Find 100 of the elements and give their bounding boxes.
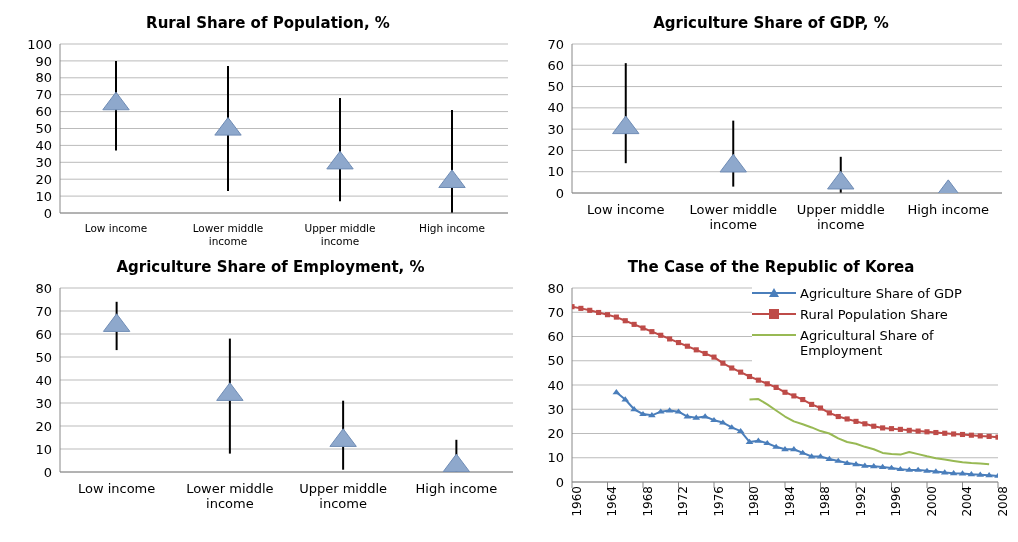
x-tick-label: Lower middle income <box>689 202 777 233</box>
y-tick-label: 20 <box>547 143 564 159</box>
y-tick-label: 10 <box>35 441 52 457</box>
y-tick-label: 50 <box>547 79 564 95</box>
point <box>942 430 948 436</box>
y-tick-label: 10 <box>35 188 52 204</box>
point <box>853 418 859 424</box>
point <box>826 410 832 416</box>
y-tick-label: 80 <box>547 280 564 296</box>
chart-title: Agriculture Share of Employment, % <box>115 257 426 278</box>
point <box>719 419 727 425</box>
point <box>923 467 931 473</box>
x-tick-label: Upper middle income <box>299 481 388 512</box>
y-tick-label: 90 <box>35 53 52 69</box>
x-tick-label: 1960 <box>569 486 584 517</box>
y-tick-label: 20 <box>35 418 52 434</box>
point <box>773 384 779 390</box>
point <box>861 462 869 468</box>
point <box>844 416 850 422</box>
y-tick-label: 80 <box>35 70 52 86</box>
y-tick-label: 30 <box>35 154 52 170</box>
x-tick-label: Low income <box>84 222 148 235</box>
y-tick-label: 50 <box>35 121 52 137</box>
y-tick-label: 10 <box>547 164 564 180</box>
y-tick-label: 40 <box>35 372 52 388</box>
point <box>781 446 789 452</box>
point <box>782 389 788 395</box>
x-tick-label: 2008 <box>995 486 1010 517</box>
point <box>852 461 860 467</box>
y-tick-label: 50 <box>547 353 564 369</box>
x-tick-label: Lower middle income <box>192 222 264 247</box>
x-tick-label: 1972 <box>676 486 691 517</box>
point <box>977 433 983 439</box>
point <box>693 347 699 353</box>
x-tick-label: 1996 <box>889 486 904 517</box>
point <box>622 318 628 324</box>
y-tick-label: 50 <box>35 349 52 365</box>
y-tick-label: 70 <box>35 87 52 103</box>
y-tick-label: 100 <box>27 36 52 52</box>
point <box>906 427 912 433</box>
x-tick-label: 1980 <box>747 486 762 517</box>
x-tick-label: Upper middle income <box>304 222 376 247</box>
point <box>791 393 797 399</box>
point <box>933 429 939 436</box>
legend-label: Agricultural Share of Employment <box>800 328 935 358</box>
point <box>897 426 903 432</box>
y-tick-label: 60 <box>35 104 52 120</box>
x-tick-label: 2000 <box>924 486 939 517</box>
chart-title: Agriculture Share of GDP, % <box>652 13 890 34</box>
y-tick-label: 60 <box>547 57 564 73</box>
chart-title: Rural Share of Population, % <box>145 13 391 34</box>
point <box>604 312 611 318</box>
point <box>640 325 646 331</box>
point <box>729 365 735 371</box>
point <box>719 153 747 173</box>
point <box>835 413 841 420</box>
y-tick-label: 10 <box>547 450 564 466</box>
x-tick-label: High income <box>415 481 498 497</box>
point <box>631 321 637 327</box>
point <box>951 431 957 437</box>
point <box>720 360 726 366</box>
y-tick-label: 70 <box>547 36 564 52</box>
x-tick-label: Lower middle income <box>186 481 274 512</box>
point <box>702 350 708 357</box>
point <box>639 410 647 417</box>
point <box>596 309 602 316</box>
y-tick-label: 20 <box>547 426 564 442</box>
y-tick-label: 40 <box>547 377 564 393</box>
y-tick-label: 70 <box>35 303 52 319</box>
point <box>888 426 895 432</box>
point <box>755 377 761 383</box>
legend-label: Agriculture Share of GDP <box>800 286 962 301</box>
point <box>924 429 930 435</box>
point <box>326 150 354 170</box>
point <box>675 340 682 346</box>
point <box>102 91 130 111</box>
x-tick-label: 1988 <box>818 486 833 517</box>
x-tick-label: Upper middle income <box>796 202 885 233</box>
point <box>809 401 815 407</box>
point <box>896 465 905 472</box>
x-tick-label: Low income <box>587 202 665 218</box>
point <box>613 314 619 320</box>
y-tick-label: 70 <box>547 304 564 320</box>
x-tick-label: 1976 <box>711 486 726 517</box>
x-tick-label: Low income <box>77 481 156 497</box>
point <box>746 373 753 380</box>
point <box>914 466 922 472</box>
x-tick-label: 1992 <box>853 486 868 517</box>
point <box>827 170 855 190</box>
y-tick-label: 40 <box>35 138 52 154</box>
y-tick-label: 0 <box>43 464 52 480</box>
y-tick-label: 0 <box>555 474 564 490</box>
x-tick-label: 2004 <box>960 486 975 517</box>
point <box>587 307 593 313</box>
point <box>649 329 655 335</box>
point <box>915 428 921 434</box>
point <box>871 423 877 429</box>
x-tick-label: 1968 <box>640 486 655 517</box>
x-tick-label: 1984 <box>782 486 797 517</box>
point <box>578 305 584 311</box>
